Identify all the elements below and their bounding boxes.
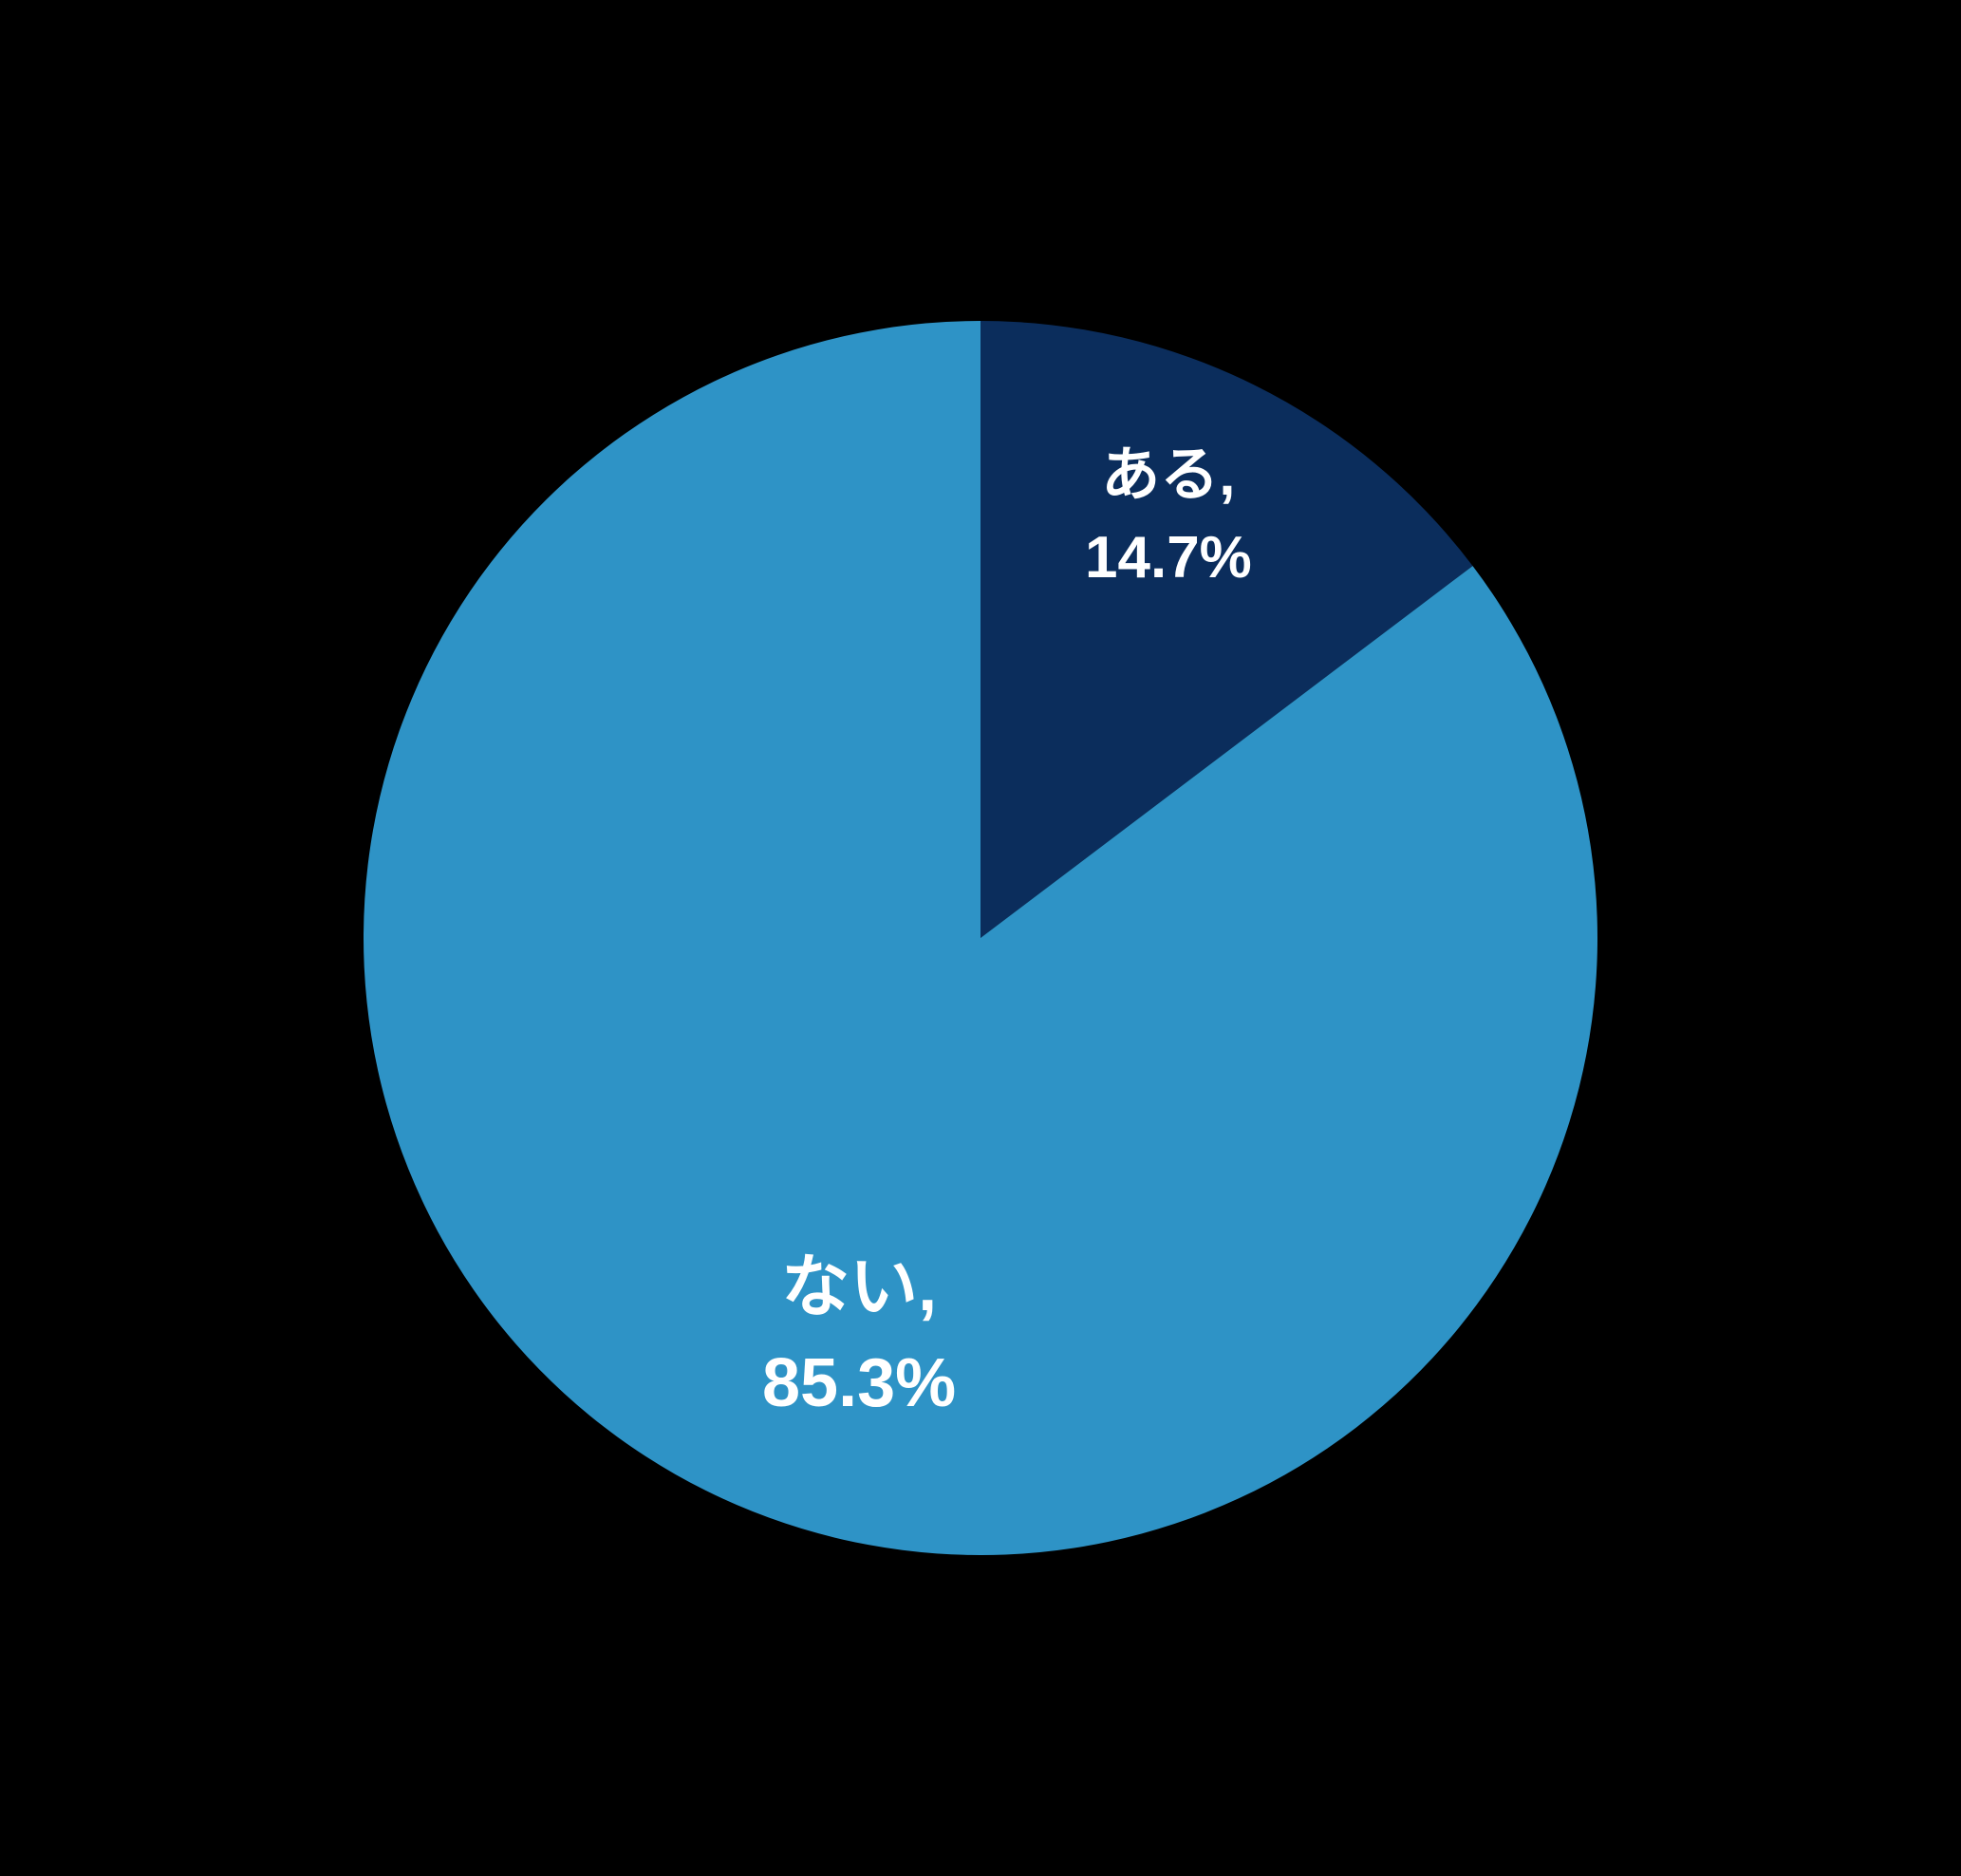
slice1-line1: ある: [1101, 442, 1219, 508]
slice1-line2: 14.7%: [1085, 525, 1252, 591]
slice-label-aru: ある, 14.7%: [1085, 435, 1252, 600]
pie-svg: [364, 321, 1597, 1555]
slice-label-nai: ない, 85.3%: [762, 1240, 956, 1432]
slice2-line2: 85.3%: [762, 1345, 956, 1421]
slice1-comma: ,: [1219, 442, 1235, 508]
slice2-comma: ,: [918, 1249, 937, 1325]
pie-chart: ある, 14.7% ない, 85.3%: [364, 321, 1597, 1555]
slice2-line1: ない: [781, 1249, 918, 1325]
